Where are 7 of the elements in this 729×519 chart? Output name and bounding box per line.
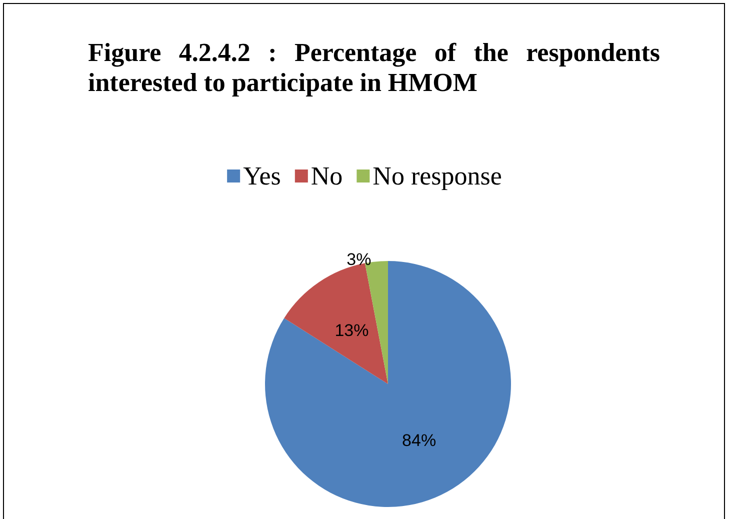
data-label: 13%: [334, 321, 369, 340]
chart-title: Figure 4.2.4.2 : Percentage of the respondents interested to participate in HMOM: [88, 38, 660, 98]
legend-label: No response: [372, 162, 502, 190]
data-label: 3%: [346, 250, 372, 270]
data-label: 84%: [402, 431, 436, 450]
legend-label: Yes: [243, 162, 281, 190]
legend-label: No: [310, 162, 343, 190]
